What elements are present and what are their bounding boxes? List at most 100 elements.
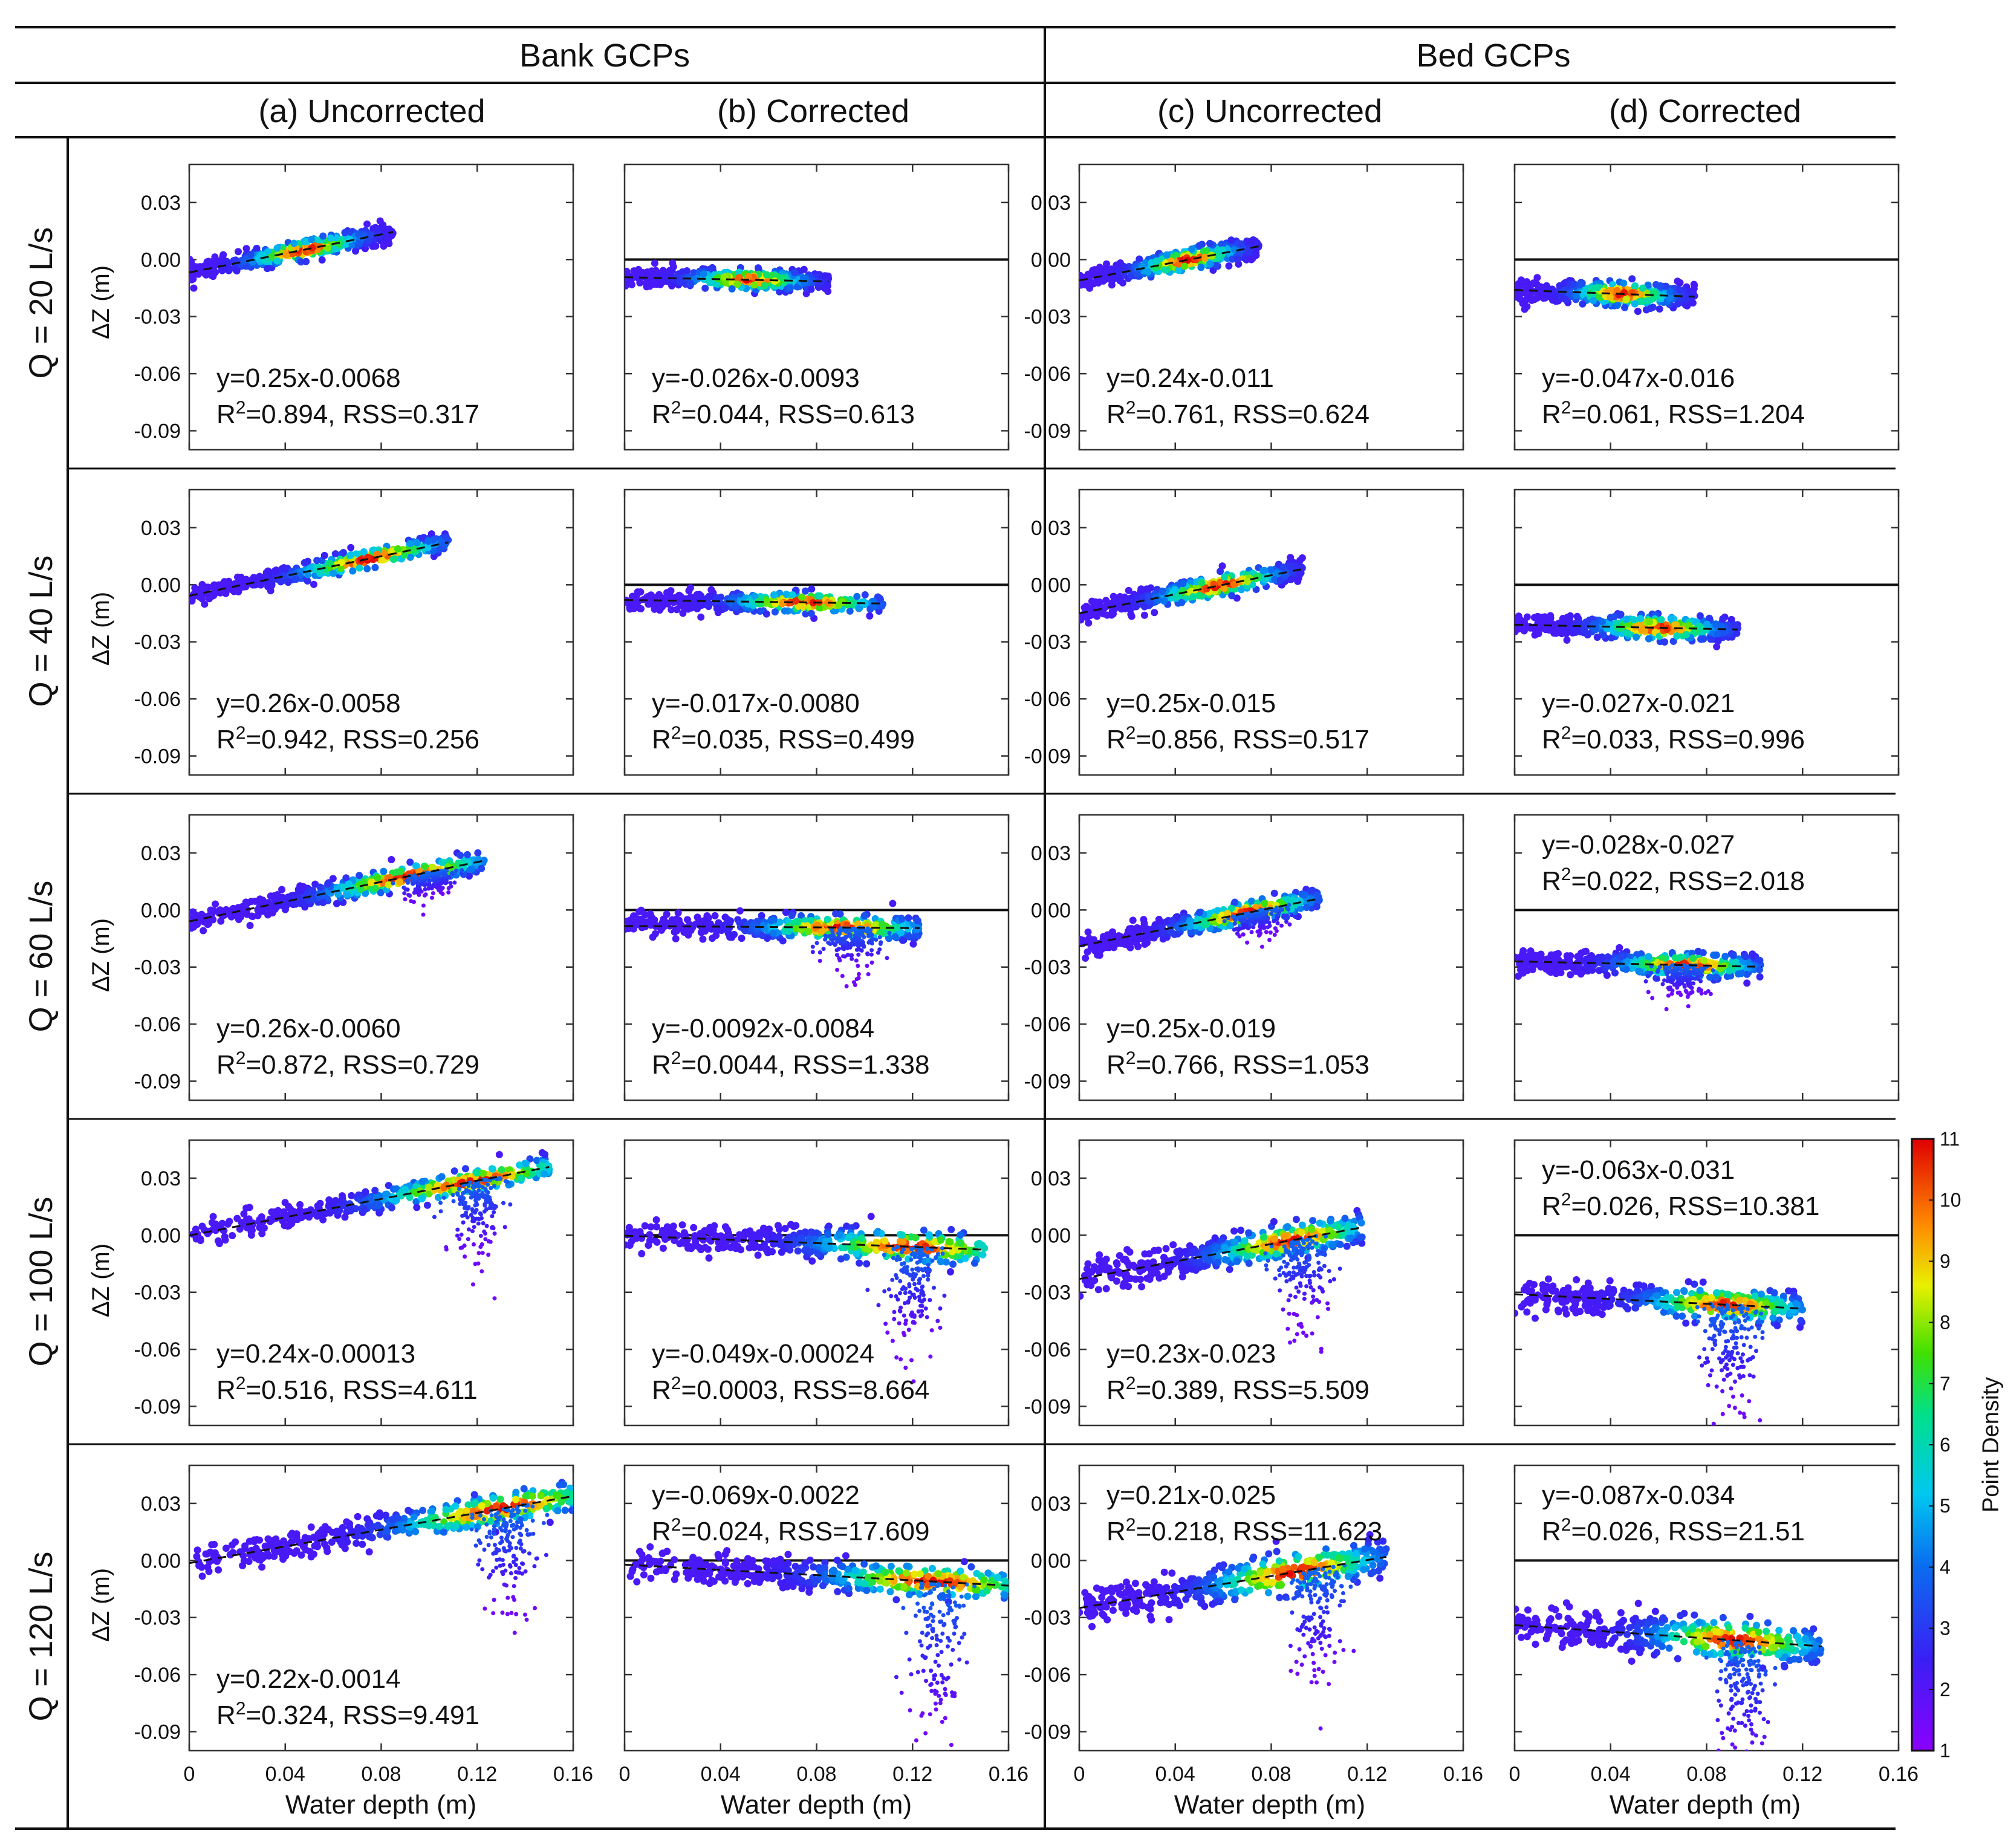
- data-point: [866, 940, 871, 945]
- data-point: [877, 929, 885, 936]
- y-tick-label: 0.00: [1031, 899, 1071, 922]
- data-point: [331, 550, 339, 558]
- data-point: [1294, 913, 1302, 921]
- data-point: [856, 971, 861, 976]
- data-point: [1643, 297, 1651, 305]
- data-point: [721, 604, 729, 612]
- data-point: [1237, 240, 1245, 248]
- data-point: [856, 964, 860, 968]
- data-point: [1229, 255, 1236, 263]
- data-point: [380, 242, 388, 250]
- data-point: [226, 909, 233, 916]
- data-point: [1526, 624, 1534, 632]
- data-point: [329, 569, 337, 577]
- y-tick-label: -0.03: [1024, 631, 1071, 654]
- r2-superscript: 2: [671, 398, 681, 418]
- data-point: [200, 927, 207, 935]
- data-point: [440, 881, 444, 886]
- data-point: [363, 220, 371, 228]
- data-point: [1732, 622, 1740, 630]
- data-point: [817, 958, 822, 963]
- data-point: [870, 936, 875, 941]
- data-point: [421, 912, 426, 917]
- fit-stats: R2=0.0044, RSS=1.338: [652, 1048, 929, 1080]
- data-point: [319, 898, 327, 906]
- plot-frame: [1078, 488, 1464, 776]
- data-point: [235, 248, 242, 256]
- data-point: [1655, 305, 1663, 313]
- data-point: [200, 264, 207, 271]
- data-point: [758, 912, 765, 919]
- data-point: [1090, 268, 1097, 276]
- data-point: [909, 940, 917, 948]
- data-point: [625, 278, 632, 286]
- data-point: [1682, 631, 1690, 638]
- data-point: [1140, 603, 1148, 611]
- data-point: [319, 232, 327, 240]
- data-point: [446, 886, 451, 890]
- data-point: [295, 887, 303, 895]
- data-point: [1114, 273, 1122, 281]
- data-point: [799, 603, 807, 611]
- data-point: [308, 244, 316, 251]
- data-point: [860, 939, 865, 944]
- data-point: [858, 598, 866, 606]
- data-point: [427, 878, 432, 883]
- data-point: [879, 920, 886, 928]
- r2-superscript: 2: [236, 723, 246, 743]
- data-point: [715, 919, 723, 927]
- data-point: [750, 281, 758, 289]
- r2-superscript: 2: [1561, 723, 1571, 743]
- data-point: [626, 605, 634, 613]
- data-point: [1547, 612, 1555, 620]
- r2-symbol: R: [1106, 725, 1126, 754]
- data-point: [770, 591, 778, 599]
- data-point: [1662, 282, 1670, 290]
- data-point: [1637, 615, 1645, 623]
- data-point: [836, 947, 841, 952]
- data-point: [658, 919, 666, 927]
- data-point: [832, 910, 840, 918]
- data-point: [201, 270, 209, 278]
- data-point: [786, 284, 794, 292]
- y-axis-label: ΔZ (m): [88, 265, 114, 339]
- data-point: [814, 941, 819, 945]
- table-frame: [15, 26, 1896, 1830]
- data-point: [393, 868, 401, 876]
- data-point: [242, 245, 250, 253]
- data-point: [1675, 286, 1683, 294]
- data-point: [648, 276, 655, 284]
- data-point: [819, 927, 827, 935]
- data-point: [1521, 305, 1529, 313]
- data-point: [1279, 563, 1287, 571]
- data-point: [1558, 630, 1566, 638]
- data-point: [212, 900, 219, 908]
- data-point: [914, 931, 921, 939]
- fit-equation: y=-0.026x-0.0093: [652, 363, 860, 393]
- y-tick-label: -0.06: [134, 363, 181, 386]
- fit-stats-values: =0.894, RSS=0.317: [245, 400, 479, 429]
- fit-stats-values: =0.033, RSS=0.996: [1571, 725, 1805, 754]
- data-point: [453, 868, 458, 873]
- data-point: [638, 924, 646, 932]
- fit-line: [189, 860, 485, 922]
- data-point: [778, 600, 786, 608]
- data-point: [625, 917, 631, 925]
- data-point: [401, 551, 409, 559]
- fit-stats: R2=0.033, RSS=0.996: [1542, 723, 1805, 754]
- data-point: [238, 903, 246, 911]
- data-point: [855, 604, 863, 612]
- data-point: [1179, 580, 1187, 588]
- data-point: [781, 607, 788, 615]
- data-point: [1267, 566, 1275, 574]
- data-point: [776, 918, 784, 926]
- data-point: [837, 938, 842, 942]
- data-point: [436, 545, 444, 553]
- r2-symbol: R: [1106, 400, 1126, 429]
- data-point: [371, 563, 379, 571]
- data-point: [754, 264, 762, 272]
- data-point: [273, 257, 281, 265]
- fit-line: [624, 925, 920, 929]
- data-point: [388, 892, 392, 896]
